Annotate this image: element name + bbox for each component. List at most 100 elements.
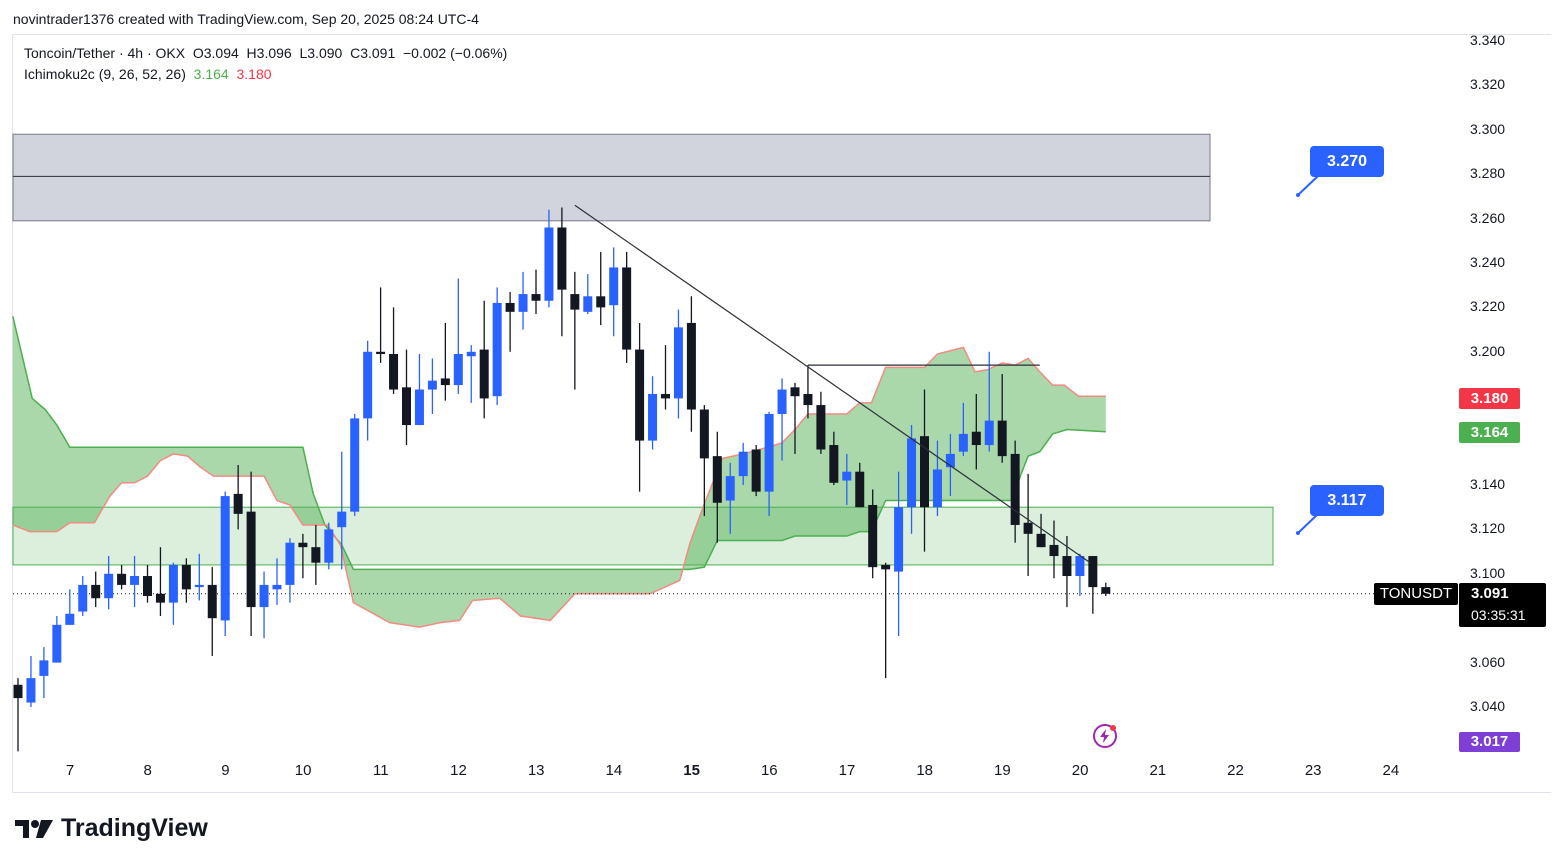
candle-body-down	[881, 564, 891, 570]
time-axis-label: 13	[527, 762, 545, 779]
time-axis-label: 11	[373, 762, 389, 779]
time-axis-label: 21	[1149, 762, 1167, 779]
candle-body-up	[285, 542, 295, 585]
candle-body-down	[712, 456, 722, 503]
candle-body-up	[609, 267, 619, 306]
time-axis-label: 22	[1227, 762, 1244, 779]
candle-body-up	[1075, 556, 1085, 577]
candle-body-up	[130, 576, 140, 585]
candle-body-up	[168, 564, 178, 603]
candle-body-down	[207, 584, 217, 619]
candle-body-up	[259, 584, 269, 608]
candle-body-down	[570, 294, 580, 310]
candle-body-down	[622, 267, 632, 350]
candle-body-up	[104, 573, 114, 599]
price-axis-label: 3.320	[1470, 76, 1506, 93]
candle-body-down	[1049, 544, 1059, 557]
candle-body-down	[13, 684, 23, 699]
candle-body-up	[932, 469, 942, 508]
indicator-name: Ichimoku2c (9, 26, 52, 26)	[24, 66, 186, 82]
candle-body-down	[868, 504, 878, 568]
candle-body-down	[233, 493, 243, 514]
candle-body-up	[350, 418, 360, 512]
candle-body-up	[764, 413, 774, 492]
time-axis-label: 24	[1382, 762, 1400, 779]
candle-body-up	[466, 351, 476, 357]
symbol-tag: TONUSDT	[1374, 583, 1458, 605]
price-axis-label: 3.220	[1470, 298, 1506, 315]
ichimoku-span-b-line	[12, 346, 1106, 628]
candle-body-down	[920, 436, 929, 508]
target-callout-upper[interactable]: 3.270	[1310, 146, 1384, 177]
candle-body-up	[26, 678, 36, 703]
candle-body-down	[389, 354, 399, 390]
time-axis-label: 16	[760, 762, 778, 779]
callout-pointer	[1297, 513, 1319, 534]
candle-body-down	[117, 573, 127, 585]
time-axis-label: 10	[294, 762, 312, 779]
candle-body-down	[1101, 587, 1111, 594]
candle-body-down	[181, 564, 191, 590]
logo-text: TradingView	[61, 814, 208, 842]
price-axis-label: 3.200	[1470, 342, 1506, 359]
time-axis-label: 17	[838, 762, 856, 779]
time-axis-label: 9	[221, 762, 230, 779]
price-axis-label: 3.100	[1470, 564, 1506, 581]
candle-body-down	[751, 449, 761, 492]
candle-body-up	[453, 354, 463, 386]
candle-body-up	[194, 584, 204, 588]
callout-pointer	[1297, 175, 1319, 196]
candle-body-up	[414, 389, 424, 426]
time-axis-label: 18	[916, 762, 934, 779]
tradingview-logo-icon	[15, 819, 53, 838]
time-axis-label: 20	[1071, 762, 1089, 779]
chart-pane[interactable]	[12, 34, 1551, 793]
low-price-tag: 3.017	[1459, 732, 1520, 752]
alert-flash-icon[interactable]	[1092, 723, 1118, 749]
candle-body-down	[635, 349, 645, 441]
candle-body-down	[246, 511, 256, 608]
indicator-value-span-a: 3.164	[193, 66, 229, 82]
candle-body-up	[725, 476, 735, 501]
candle-body-up	[583, 296, 593, 312]
candle-body-up	[337, 511, 347, 528]
candle-body-up	[673, 327, 683, 399]
bar-countdown: 03:35:31	[1471, 607, 1526, 623]
candle-body-up	[777, 389, 787, 414]
candle-body-down	[1010, 453, 1020, 525]
candle-body-down	[479, 349, 489, 399]
span-b-price-tag: 3.180	[1459, 388, 1520, 409]
symbol-legend[interactable]: Toncoin/Tether · 4h · OKX O3.094 H3.096 …	[24, 45, 508, 61]
candle-body-down	[531, 294, 541, 301]
candle-body-up	[492, 302, 502, 397]
candle-body-up	[738, 451, 748, 477]
candle-body-up	[544, 227, 554, 301]
last-price-tag: 3.091 03:35:31	[1459, 583, 1546, 627]
time-axis-label: 12	[450, 762, 467, 779]
candle-body-down	[1062, 556, 1072, 577]
candle-body-down	[803, 393, 813, 406]
indicator-value-span-b: 3.180	[236, 66, 272, 82]
candle-body-up	[894, 507, 904, 572]
candle-body-up	[842, 471, 852, 481]
ichimoku-cloud	[12, 316, 1106, 628]
chart-attribution: novintrader1376 created with TradingView…	[13, 11, 479, 27]
candle-body-up	[518, 294, 528, 312]
price-axis-label: 3.280	[1470, 165, 1506, 182]
tradingview-logo[interactable]: TradingView	[15, 814, 208, 843]
candle-body-up	[907, 438, 917, 508]
candle-body-down	[557, 227, 567, 290]
indicator-legend[interactable]: Ichimoku2c (9, 26, 52, 26) 3.164 3.180	[24, 66, 272, 82]
candle-body-up	[648, 393, 658, 441]
candle-body-up	[65, 613, 75, 625]
time-axis-label: 14	[605, 762, 623, 779]
ichimoku-span-a-line	[12, 316, 1106, 571]
candle-body-down	[440, 378, 450, 386]
candle-body-up	[220, 496, 230, 621]
candle-body-up	[984, 420, 994, 446]
candle-body-up	[272, 584, 282, 590]
candle-body-up	[39, 660, 49, 676]
target-callout-lower[interactable]: 3.117	[1310, 485, 1384, 516]
price-axis-label: 3.040	[1470, 698, 1506, 714]
